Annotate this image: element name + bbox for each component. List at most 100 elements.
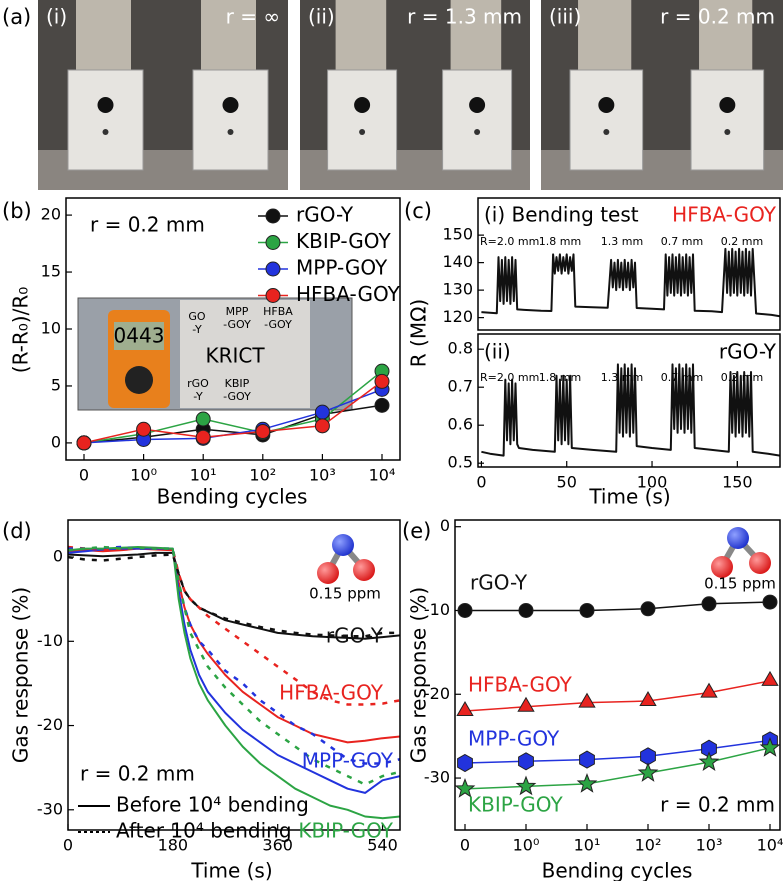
x-tick-label: 150 xyxy=(722,473,753,492)
x-tick-label: 10³ xyxy=(696,836,723,855)
x-tick-label: 0 xyxy=(63,836,73,855)
annotation: 0.7 mm xyxy=(661,235,703,248)
x-tick-label: 0 xyxy=(460,836,470,855)
legend-label: Before 10⁴ bending xyxy=(116,793,309,817)
x-tick-label: 180 xyxy=(158,836,189,855)
x-tick-label: 10³ xyxy=(309,466,336,485)
marker xyxy=(374,373,390,389)
series-line xyxy=(83,404,383,444)
clamp-hole xyxy=(354,97,371,113)
marker xyxy=(637,762,659,782)
y-tick-label: 5 xyxy=(51,375,61,394)
series-line xyxy=(83,370,383,444)
clamp-top xyxy=(76,0,131,70)
y-tick-label: -20 xyxy=(424,684,450,703)
series-line xyxy=(465,601,771,612)
clamp-block xyxy=(442,69,513,171)
photo-radius: r = ∞ xyxy=(226,5,280,29)
marker xyxy=(314,418,330,434)
marker xyxy=(576,772,598,793)
marker xyxy=(314,404,330,420)
photo-label: (iii) xyxy=(549,5,581,29)
clamp-block xyxy=(67,69,144,171)
marker xyxy=(76,435,92,451)
series-line xyxy=(68,545,400,765)
annotation: 0.15 ppm xyxy=(309,585,381,603)
y-tick-label: 0 xyxy=(440,516,450,535)
marker xyxy=(255,424,271,440)
annotation: R=2.0 mm xyxy=(480,235,539,248)
marker xyxy=(761,670,779,686)
x-tick-label: 10² xyxy=(249,466,276,485)
inset-text: -Y xyxy=(193,390,203,403)
y-tick-label: -10 xyxy=(37,631,63,650)
chart: 0 10⁰ 10¹ 10² 10³ 10⁴051015200443GO-YMPP-GOYH… xyxy=(2,197,401,509)
annotation: 0.15 ppm xyxy=(704,575,776,593)
annotation: 0.2 mm xyxy=(721,235,763,248)
x-tick-label: 0 xyxy=(476,473,486,492)
marker xyxy=(698,751,720,771)
annotation: r = 0.2 mm xyxy=(80,762,195,786)
molecule-icon xyxy=(711,527,771,578)
series-line xyxy=(464,739,771,764)
x-tick-label: 10⁰ xyxy=(130,466,157,485)
y-tick-label: 120 xyxy=(442,307,473,326)
clamp-block xyxy=(327,69,398,171)
panel-label: (a) xyxy=(2,5,31,29)
legend-marker xyxy=(265,261,281,277)
marker xyxy=(639,691,657,706)
annotation: R=2.0 mm xyxy=(480,371,539,384)
molecule-icon xyxy=(317,534,375,584)
legend-label: After 10⁴ bending xyxy=(116,819,292,843)
legend-marker xyxy=(265,235,281,250)
clamp-screw xyxy=(603,129,610,135)
y-tick-label: 20 xyxy=(41,205,61,224)
series-label: MPP-GOY xyxy=(468,727,560,751)
series-label: KBIP-GOY xyxy=(298,819,393,843)
series-label: rGO-Y xyxy=(326,624,384,648)
photo-label: (i) xyxy=(46,5,67,29)
clamp-top xyxy=(335,0,387,70)
series-line xyxy=(68,551,400,640)
plot-frame xyxy=(454,519,781,831)
x-axis-label: Time (s) xyxy=(190,859,272,881)
y-axis-label: (R-R₀)/R₀ xyxy=(9,287,33,373)
photo: (ii) r = 1.3 mm xyxy=(300,0,530,190)
panel-label: (e) xyxy=(402,519,431,543)
annotation: 1.8 mm xyxy=(539,235,581,248)
y-tick-label: 0.7 xyxy=(448,377,473,396)
annotation: 1.3 mm xyxy=(601,371,643,384)
inset-text: -Y xyxy=(192,323,202,336)
clamp-hole xyxy=(97,97,114,113)
x-tick-label: 10⁰ xyxy=(513,836,540,855)
y-tick-label: 0 xyxy=(53,547,63,566)
annotation: r = 0.2 mm xyxy=(90,213,205,237)
series-label: HFBA-GOY xyxy=(468,673,573,697)
x-axis-label: Bending cycles xyxy=(542,859,693,881)
annotation: r = 0.2 mm xyxy=(660,793,775,817)
photo-radius: r = 1.3 mm xyxy=(407,5,522,29)
x-tick-label: 10² xyxy=(635,836,662,855)
marker xyxy=(456,701,474,716)
annotation: 0.2 mm xyxy=(721,371,763,384)
annotation: rGO-Y xyxy=(719,340,777,364)
annotation: (ii) xyxy=(484,340,511,364)
x-tick-label: 0 xyxy=(79,466,89,485)
y-tick-label: -30 xyxy=(424,768,450,787)
marker xyxy=(195,429,211,445)
inset-text: -GOY xyxy=(223,390,251,403)
clamp-top xyxy=(578,0,632,70)
photo: (iii) r = 0.2 mm xyxy=(541,0,783,190)
series-line xyxy=(481,363,780,457)
panel-label: (b) xyxy=(2,199,32,223)
inset-text: GO xyxy=(188,310,206,323)
y-tick-label: 0.5 xyxy=(448,453,473,472)
series-line xyxy=(68,545,400,786)
clamp-top xyxy=(699,0,753,70)
marker xyxy=(517,696,535,712)
plot-frame xyxy=(477,197,781,331)
y-tick-label: 15 xyxy=(41,262,61,281)
x-tick-label: 100 xyxy=(637,473,668,492)
chart: 0 10⁰ 10¹ 10² 10³ 10⁴ 0 -10 -20 -30 (e) Bending cyc… xyxy=(402,516,783,881)
